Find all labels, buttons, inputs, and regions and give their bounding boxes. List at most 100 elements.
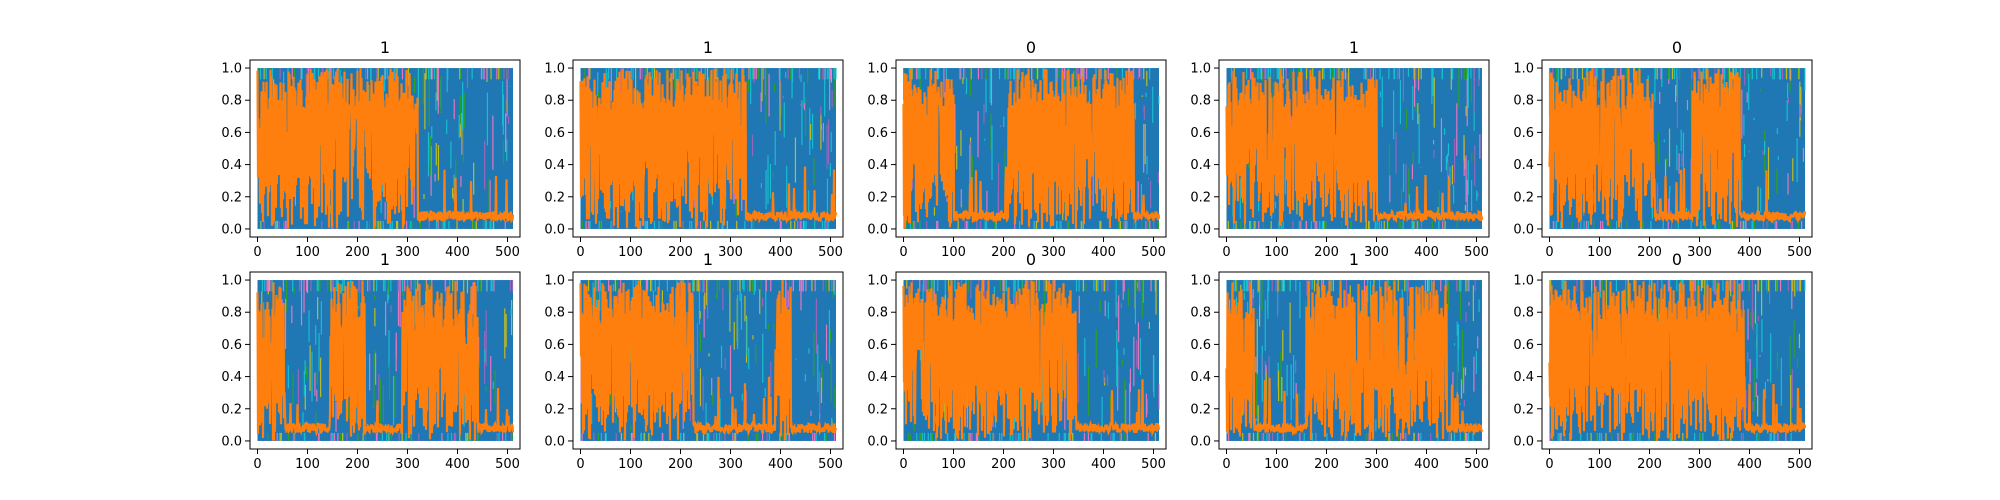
y-tick-label: 0.6 <box>221 126 242 141</box>
x-tick-label: 300 <box>395 245 420 260</box>
y-tick-label: 0.2 <box>1190 402 1211 417</box>
x-tick-label: 0 <box>1545 245 1553 260</box>
y-tick-label: 1.0 <box>221 274 242 289</box>
y-tick-label: 0.2 <box>221 190 242 205</box>
y-tick-label: 0.8 <box>221 94 242 109</box>
axes-frame <box>249 59 521 238</box>
orange-series-line <box>579 68 838 229</box>
axes-frame <box>1218 59 1490 238</box>
subplot-title: 0 <box>1672 38 1682 57</box>
y-tick-label: 0.2 <box>1513 190 1534 205</box>
y-tick-label: 1.0 <box>544 274 565 289</box>
x-tick-label: 300 <box>1687 457 1712 472</box>
x-tick-label: 400 <box>1091 457 1116 472</box>
x-tick-label: 0 <box>253 457 261 472</box>
x-tick-label: 200 <box>1314 245 1339 260</box>
y-tick-label: 0.8 <box>221 306 242 321</box>
axes-frame <box>1218 271 1490 450</box>
x-tick-label: 200 <box>345 457 370 472</box>
x-tick-label: 0 <box>899 457 907 472</box>
y-tick-label: 0.6 <box>544 338 565 353</box>
x-tick-label: 0 <box>899 245 907 260</box>
y-tick-label: 0.4 <box>221 370 242 385</box>
x-tick-label: 0 <box>1222 457 1230 472</box>
x-tick-label: 200 <box>1637 245 1662 260</box>
y-tick-label: 0.8 <box>544 306 565 321</box>
y-tick-label: 0.2 <box>1513 402 1534 417</box>
plot-area <box>256 68 515 229</box>
y-tick-label: 1.0 <box>221 62 242 77</box>
x-tick-label: 0 <box>1545 457 1553 472</box>
x-tick-label: 500 <box>1141 245 1166 260</box>
x-tick-label: 500 <box>495 457 520 472</box>
x-tick-label: 100 <box>1264 245 1289 260</box>
x-tick-label: 500 <box>1464 245 1489 260</box>
x-tick-label: 0 <box>576 245 584 260</box>
y-tick-label: 0.8 <box>867 94 888 109</box>
orange-series-line <box>256 68 515 229</box>
axes-frame <box>895 271 1167 450</box>
axes-frame <box>572 271 844 450</box>
subplot-2: 0 100 200 300 400 500 0.0 0.2 0.4 0.6 0.8 1.0 1 <box>544 38 844 260</box>
y-tick-label: 0.2 <box>544 190 565 205</box>
y-tick-label: 0.0 <box>867 434 888 449</box>
y-tick-label: 0.6 <box>1190 126 1211 141</box>
orange-series-line <box>1225 280 1484 441</box>
y-tick-label: 0.4 <box>1513 370 1534 385</box>
x-tick-label: 400 <box>445 457 470 472</box>
plot-area <box>1548 68 1807 229</box>
y-tick-label: 0.0 <box>221 222 242 237</box>
x-tick-label: 300 <box>1041 457 1066 472</box>
x-tick-label: 0 <box>1222 245 1230 260</box>
x-tick-label: 200 <box>668 245 693 260</box>
subplot-title: 1 <box>703 38 713 57</box>
subplot-4: 0 100 200 300 400 500 0.0 0.2 0.4 0.6 0.8 1.0 1 <box>1190 38 1490 260</box>
subplot-title: 1 <box>380 38 390 57</box>
y-tick-label: 0.2 <box>867 402 888 417</box>
y-tick-label: 0.2 <box>544 402 565 417</box>
x-tick-label: 0 <box>576 457 584 472</box>
plot-area <box>1225 68 1484 229</box>
y-tick-label: 0.4 <box>221 158 242 173</box>
y-tick-label: 0.2 <box>867 190 888 205</box>
y-tick-label: 0.6 <box>867 126 888 141</box>
plot-area <box>1225 280 1484 441</box>
subplot-title: 1 <box>703 250 713 269</box>
y-tick-label: 0.8 <box>1190 306 1211 321</box>
x-tick-label: 100 <box>1264 457 1289 472</box>
x-tick-label: 400 <box>768 457 793 472</box>
y-tick-label: 0.4 <box>1513 158 1534 173</box>
y-tick-label: 0.4 <box>867 158 888 173</box>
orange-series-line <box>902 280 1161 441</box>
y-tick-label: 0.2 <box>1190 190 1211 205</box>
y-tick-label: 1.0 <box>1190 274 1211 289</box>
y-tick-label: 0.0 <box>221 434 242 449</box>
x-tick-label: 400 <box>445 245 470 260</box>
axes-frame <box>895 59 1167 238</box>
x-tick-label: 300 <box>718 245 743 260</box>
y-tick-label: 1.0 <box>1513 274 1534 289</box>
x-tick-label: 100 <box>1587 245 1612 260</box>
x-tick-label: 400 <box>1737 457 1762 472</box>
x-tick-label: 500 <box>1141 457 1166 472</box>
subplot-6: 0 100 200 300 400 500 0.0 0.2 0.4 0.6 0.8 1.0 1 <box>221 250 521 472</box>
subplot-title: 1 <box>380 250 390 269</box>
y-tick-label: 0.8 <box>867 306 888 321</box>
y-tick-label: 0.2 <box>221 402 242 417</box>
plot-area <box>1548 280 1807 441</box>
x-tick-label: 400 <box>1414 245 1439 260</box>
y-tick-label: 0.0 <box>1513 434 1534 449</box>
x-tick-label: 200 <box>345 245 370 260</box>
subplot-title: 1 <box>1349 38 1359 57</box>
subplot-1: 0 100 200 300 400 500 0.0 0.2 0.4 0.6 0.8 1.0 1 <box>221 38 521 260</box>
x-tick-label: 500 <box>1787 245 1812 260</box>
y-tick-label: 0.0 <box>1190 434 1211 449</box>
y-tick-label: 1.0 <box>1513 62 1534 77</box>
y-tick-label: 0.6 <box>544 126 565 141</box>
plot-area <box>256 280 515 441</box>
y-tick-label: 0.6 <box>221 338 242 353</box>
y-tick-label: 1.0 <box>1190 62 1211 77</box>
x-tick-label: 100 <box>618 457 643 472</box>
subplot-title: 1 <box>1349 250 1359 269</box>
